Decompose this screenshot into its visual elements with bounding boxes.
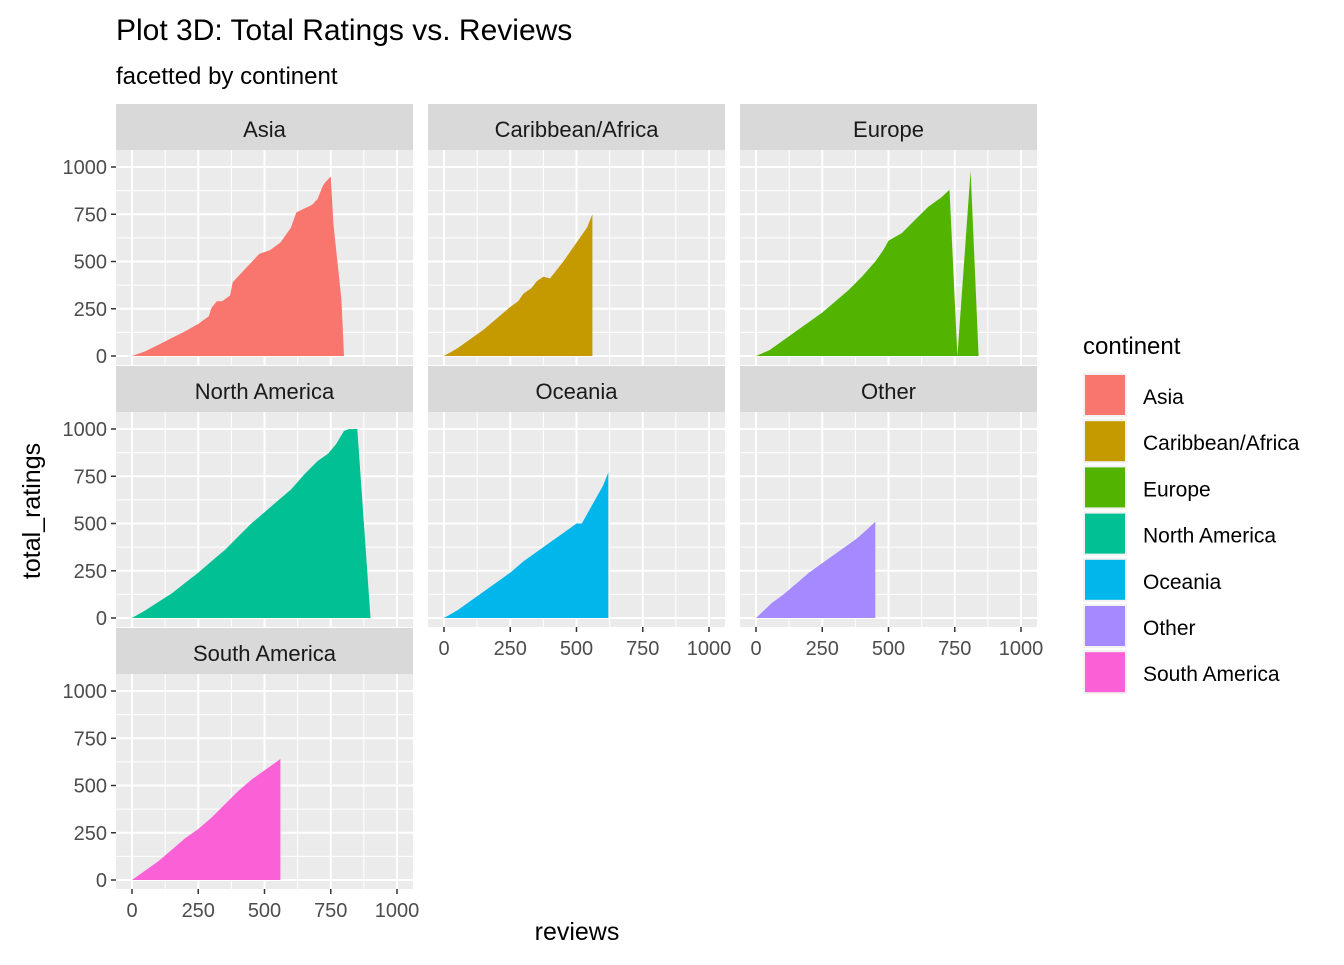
legend-swatch-other: [1085, 606, 1125, 646]
y-tick-label: 0: [96, 346, 107, 368]
y-axis-title: total_ratings: [18, 443, 46, 579]
area-series-oceania: [444, 472, 609, 618]
x-axis-title: reviews: [535, 918, 620, 946]
x-tick-label: 250: [494, 638, 527, 660]
legend-swatch-north-america: [1085, 513, 1125, 554]
legend-label-south-america: South America: [1143, 663, 1280, 686]
chart-title: Plot 3D: Total Ratings vs. Reviews: [116, 14, 572, 47]
y-tick-label: 250: [74, 561, 107, 583]
x-tick-label: 1000: [687, 638, 732, 660]
facet-strip-label-europe: Europe: [853, 117, 924, 142]
facet-panel-caribbean-africa: Caribbean/Africa: [428, 104, 725, 365]
legend-swatch-oceania: [1085, 559, 1125, 600]
x-tick-label: 1000: [999, 638, 1044, 660]
facet-strip-label-caribbean-africa: Caribbean/Africa: [495, 117, 660, 142]
area-series-europe: [756, 170, 979, 356]
y-tick-label: 0: [96, 870, 107, 892]
x-tick-label: 750: [626, 638, 659, 660]
facet-strip-other: [740, 366, 1037, 412]
legend-swatch-south-america: [1085, 652, 1125, 693]
legend-label-caribbean-africa: Caribbean/Africa: [1143, 432, 1300, 455]
y-tick-label: 500: [74, 514, 107, 536]
x-tick-label: 750: [938, 638, 971, 660]
y-tick-label: 500: [74, 252, 107, 274]
facet-strip-asia: [116, 104, 413, 150]
x-tick-label: 250: [806, 638, 839, 660]
facet-panel-other: Other 0 250 500 750 1000: [740, 366, 1043, 660]
legend-label-asia: Asia: [1143, 386, 1184, 409]
legend-item-north-america: North America: [1083, 511, 1276, 556]
chart-subtitle: facetted by continent: [116, 63, 338, 90]
y-tick-label: 1000: [63, 681, 108, 703]
y-tick-label: 750: [74, 204, 107, 226]
legend-item-asia: Asia: [1083, 373, 1184, 417]
area-series-south-america: [132, 759, 281, 880]
legend-swatch-caribbean-africa: [1085, 421, 1125, 462]
x-tick-label: 0: [750, 638, 761, 660]
facet-strip-label-asia: Asia: [243, 117, 287, 142]
y-tick-label: 750: [74, 466, 107, 488]
facet-strip-label-other: Other: [861, 379, 916, 404]
legend-item-other: Other: [1083, 604, 1196, 648]
facet-panel-north-america: North America 0 250 500 750 1000: [63, 366, 413, 630]
legend-item-caribbean-africa: Caribbean/Africa: [1083, 419, 1300, 464]
legend-label-europe: Europe: [1143, 478, 1211, 501]
facet-strip-label-oceania: Oceania: [536, 379, 619, 404]
facet-strip-south-america: [116, 628, 413, 674]
y-tick-label: 250: [74, 823, 107, 845]
facet-strip-north-america: [116, 366, 413, 412]
legend-item-oceania: Oceania: [1083, 557, 1222, 602]
area-series-caribbean-africa: [444, 214, 593, 356]
y-tick-label: 500: [74, 776, 107, 798]
area-series-asia: [132, 176, 344, 356]
facet-strip-caribbean-africa: [428, 104, 725, 150]
x-tick-label: 500: [872, 638, 905, 660]
facet-strip-label-south-america: South America: [193, 641, 337, 666]
legend-label-oceania: Oceania: [1143, 571, 1222, 594]
y-tick-label: 750: [74, 728, 107, 750]
legend-label-north-america: North America: [1143, 525, 1276, 548]
x-tick-label: 0: [126, 900, 137, 922]
facet-panel-oceania: Oceania 0 250 500 750 1000: [428, 366, 731, 660]
y-tick-label: 250: [74, 299, 107, 321]
facet-panel-europe: Europe: [740, 104, 1037, 365]
x-tick-label: 250: [182, 900, 215, 922]
facet-strip-label-north-america: North America: [195, 379, 335, 404]
legend-title: continent: [1083, 333, 1181, 360]
legend: continent Asia Caribbean/Africa Europe Nort…: [1083, 333, 1300, 695]
legend-items: Asia Caribbean/Africa Europe North America O…: [1083, 373, 1300, 695]
facet-panel-asia: Asia 0 250 500 750 1000: [63, 104, 413, 368]
x-tick-label: 0: [438, 638, 449, 660]
legend-item-europe: Europe: [1083, 465, 1211, 510]
x-tick-label: 500: [248, 900, 281, 922]
facet-panels: Asia 0 250 500 750 1000 Caribbean/Africa Europe…: [63, 104, 1043, 922]
x-tick-label: 750: [314, 900, 347, 922]
facet-panel-south-america: South America 0 250 500 750 1000 0 250 500 750 100…: [63, 628, 420, 922]
legend-swatch-asia: [1085, 375, 1125, 415]
area-series-north-america: [132, 429, 371, 618]
legend-label-other: Other: [1143, 617, 1196, 640]
y-tick-label: 1000: [63, 419, 108, 441]
area-series-other: [756, 521, 876, 618]
facet-strip-europe: [740, 104, 1037, 150]
facet-strip-oceania: [428, 366, 725, 412]
legend-swatch-europe: [1085, 467, 1125, 508]
legend-item-south-america: South America: [1083, 650, 1280, 695]
x-tick-label: 500: [560, 638, 593, 660]
y-tick-label: 0: [96, 608, 107, 630]
y-tick-label: 1000: [63, 157, 108, 179]
x-tick-label: 1000: [375, 900, 420, 922]
